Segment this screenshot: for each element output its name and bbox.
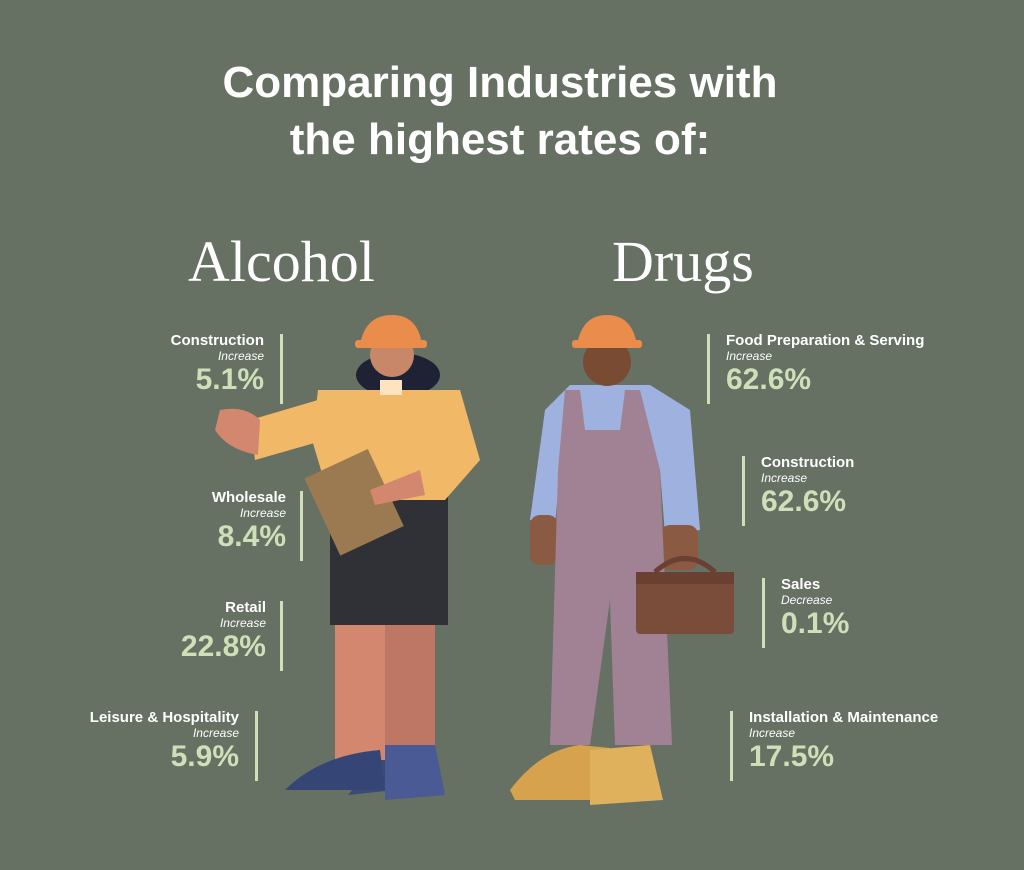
change-direction: Increase bbox=[749, 726, 796, 740]
industry-name: Installation & Maintenance bbox=[749, 709, 939, 726]
rate-value: 8.4% bbox=[217, 520, 286, 553]
change-direction: Increase bbox=[217, 349, 264, 363]
change-direction: Decrease bbox=[781, 593, 833, 607]
man-illustration bbox=[510, 315, 734, 805]
rate-value: 62.6% bbox=[726, 363, 812, 396]
rate-value: 0.1% bbox=[781, 607, 850, 640]
divider-bar bbox=[707, 334, 710, 404]
rate-value: 62.6% bbox=[761, 485, 847, 518]
change-direction: Increase bbox=[726, 349, 773, 363]
title-line: the highest rates of: bbox=[289, 115, 711, 164]
divider-bar bbox=[300, 491, 303, 561]
divider-bar bbox=[280, 601, 283, 671]
industry-item: Construction Increase 5.1% bbox=[4, 332, 264, 397]
industry-name: Food Preparation & Serving bbox=[726, 332, 925, 349]
alcohol-heading: Alcohol bbox=[188, 229, 375, 294]
rate-value: 5.1% bbox=[195, 363, 264, 396]
industry-item: Retail Increase 22.8% bbox=[6, 599, 266, 664]
industry-name: Retail bbox=[225, 599, 266, 616]
change-direction: Increase bbox=[239, 506, 286, 520]
industry-item: Sales Decrease 0.1% bbox=[781, 576, 1024, 641]
title-line: Comparing Industries with bbox=[222, 58, 778, 107]
divider-bar bbox=[280, 334, 283, 404]
industry-name: Construction bbox=[761, 454, 855, 471]
change-direction: Increase bbox=[192, 726, 239, 740]
woman-illustration bbox=[215, 315, 480, 800]
industry-name: Sales bbox=[781, 576, 821, 593]
industry-item: Food Preparation & Serving Increase 62.6% bbox=[726, 332, 986, 397]
divider-bar bbox=[730, 711, 733, 781]
industry-name: Leisure & Hospitality bbox=[89, 709, 239, 726]
change-direction: Increase bbox=[219, 616, 266, 630]
industry-name: Wholesale bbox=[211, 489, 286, 506]
industry-name: Construction bbox=[170, 332, 264, 349]
industry-item: Construction Increase 62.6% bbox=[761, 454, 1021, 519]
rate-value: 22.8% bbox=[180, 630, 266, 663]
industry-item: Wholesale Increase 8.4% bbox=[26, 489, 286, 554]
divider-bar bbox=[255, 711, 258, 781]
rate-value: 17.5% bbox=[749, 740, 835, 773]
change-direction: Increase bbox=[761, 471, 808, 485]
divider-bar bbox=[742, 456, 745, 526]
industry-item: Installation & Maintenance Increase 17.5% bbox=[749, 709, 1009, 774]
drugs-heading: Drugs bbox=[612, 229, 754, 294]
divider-bar bbox=[762, 578, 765, 648]
industry-item: Leisure & Hospitality Increase 5.9% bbox=[0, 709, 239, 774]
rate-value: 5.9% bbox=[170, 740, 239, 773]
